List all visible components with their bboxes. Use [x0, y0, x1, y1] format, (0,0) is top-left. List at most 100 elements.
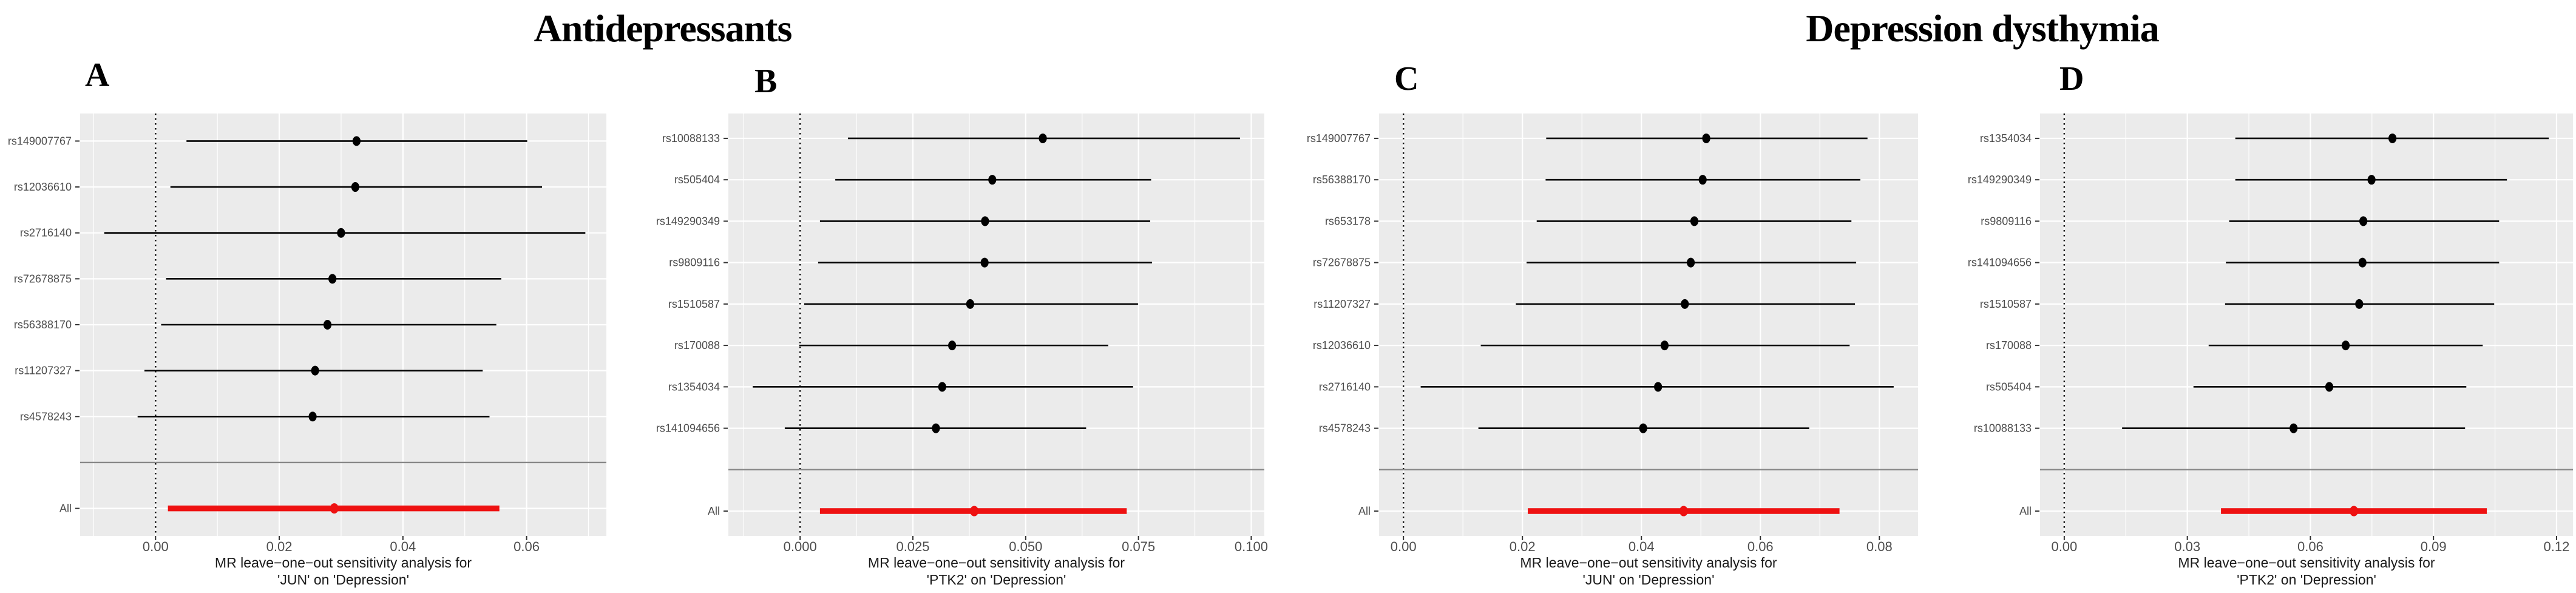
y-axis-label-rs12036610: rs12036610	[1313, 339, 1371, 351]
x-tick-label: 0.02	[1510, 539, 1536, 554]
y-axis-label-rs1354034: rs1354034	[1980, 132, 2032, 144]
y-axis-label-rs56388170: rs56388170	[1313, 174, 1371, 186]
point-estimate-rs72678875	[1686, 257, 1695, 268]
point-estimate-rs505404	[2325, 382, 2334, 392]
y-axis-label-rs10088133: rs10088133	[1974, 422, 2032, 435]
panel-letter-b: B	[754, 63, 778, 100]
point-estimate-rs4578243	[308, 412, 317, 422]
y-axis-label-rs72678875: rs72678875	[1313, 257, 1371, 269]
point-estimate-rs11207327	[1681, 299, 1689, 309]
x-axis-title-line1: MR leave−one−out sensitivity analysis fo…	[2178, 555, 2435, 571]
panel-letter-d: D	[2059, 60, 2084, 98]
point-estimate-rs149290349	[2367, 175, 2376, 185]
point-estimate-rs141094656	[2358, 257, 2367, 268]
point-estimate-rs170088	[2341, 341, 2350, 351]
panel-background	[728, 114, 1264, 536]
point-estimate-rs141094656	[932, 423, 940, 433]
x-tick-label: 0.06	[514, 539, 540, 554]
x-tick-label: 0.00	[1391, 539, 1417, 554]
y-axis-label-rs141094656: rs141094656	[1968, 257, 2032, 269]
x-tick-label: 0.04	[1629, 539, 1655, 554]
point-estimate-rs1510587	[2355, 299, 2364, 309]
forest-panel-b: rs10088133 rs505404 rs149290349 rs9809116 rs…	[656, 114, 1268, 588]
x-axis-title-line2: 'JUN' on 'Depression'	[277, 572, 409, 588]
point-estimate-rs149290349	[981, 216, 989, 226]
point-estimate-rs1354034	[2388, 133, 2397, 143]
x-axis-title-line2: 'PTK2' on 'Depression'	[2237, 572, 2376, 588]
point-estimate-all	[1679, 506, 1688, 517]
x-tick-label: 0.000	[784, 539, 817, 554]
point-estimate-rs56388170	[323, 320, 332, 330]
forest-panel-a: rs149007767 rs12036610 rs2716140 rs72678875…	[8, 114, 606, 588]
y-axis-label-rs1510587: rs1510587	[1980, 298, 2032, 310]
y-axis-label-rs2716140: rs2716140	[1319, 381, 1371, 393]
point-estimate-rs170088	[948, 341, 957, 351]
point-estimate-all	[330, 503, 339, 514]
point-estimate-rs2716140	[337, 228, 345, 238]
point-estimate-rs10088133	[2290, 423, 2298, 433]
y-axis-label-rs505404: rs505404	[1986, 381, 2032, 393]
point-estimate-rs9809116	[980, 257, 989, 268]
group-title-depression-dysthymia: Depression dysthymia	[1806, 7, 2160, 50]
x-tick-label: 0.050	[1009, 539, 1042, 554]
point-estimate-rs1354034	[938, 382, 946, 392]
x-tick-label: 0.00	[143, 539, 169, 554]
x-tick-label: 0.100	[1235, 539, 1268, 554]
y-axis-label-rs11207327: rs11207327	[1313, 298, 1371, 310]
point-estimate-rs11207327	[311, 365, 319, 376]
x-axis-title-line2: 'JUN' on 'Depression'	[1583, 572, 1715, 588]
y-axis-label-rs149007767: rs149007767	[1307, 132, 1371, 144]
y-axis-label-rs4578243: rs4578243	[20, 410, 72, 422]
x-axis-title-line1: MR leave−one−out sensitivity analysis fo…	[215, 555, 472, 571]
y-axis-label-rs149290349: rs149290349	[1968, 174, 2032, 186]
point-estimate-rs12036610	[1660, 341, 1669, 351]
y-axis-label-rs9809116: rs9809116	[669, 257, 720, 269]
x-tick-label: 0.04	[390, 539, 416, 554]
y-axis-label-rs505404: rs505404	[674, 174, 720, 186]
x-tick-label: 0.02	[266, 539, 293, 554]
y-axis-label-rs56388170: rs56388170	[14, 319, 72, 331]
y-axis-label-rs653178: rs653178	[1325, 215, 1371, 227]
point-estimate-rs1510587	[966, 299, 974, 309]
x-tick-label: 0.09	[2421, 539, 2447, 554]
y-axis-label-rs72678875: rs72678875	[14, 273, 72, 285]
x-tick-label: 0.08	[1866, 539, 1893, 554]
y-axis-label-rs10088133: rs10088133	[662, 132, 720, 144]
panel-letter-a: A	[85, 56, 110, 94]
y-axis-label-rs12036610: rs12036610	[14, 181, 72, 193]
point-estimate-all	[970, 506, 979, 517]
point-estimate-rs2716140	[1654, 382, 1663, 392]
panel-background	[2040, 114, 2573, 536]
x-tick-label: 0.06	[2297, 539, 2323, 554]
forest-panel-c: rs149007767 rs56388170 rs653178 rs72678875 r…	[1307, 114, 1918, 588]
y-axis-label-all: All	[59, 503, 72, 515]
point-estimate-rs12036610	[351, 182, 359, 192]
x-axis-title-line1: MR leave−one−out sensitivity analysis fo…	[1520, 555, 1777, 571]
x-tick-label: 0.03	[2174, 539, 2200, 554]
x-tick-label: 0.025	[896, 539, 929, 554]
point-estimate-rs10088133	[1039, 133, 1047, 143]
point-estimate-rs72678875	[328, 274, 337, 284]
y-axis-label-rs4578243: rs4578243	[1319, 422, 1371, 435]
x-axis-title-line2: 'PTK2' on 'Depression'	[927, 572, 1066, 588]
x-tick-label: 0.075	[1122, 539, 1155, 554]
y-axis-label-rs9809116: rs9809116	[1981, 215, 2032, 227]
point-estimate-rs9809116	[2359, 216, 2368, 226]
x-axis-title-line1: MR leave−one−out sensitivity analysis fo…	[868, 555, 1125, 571]
y-axis-label-rs11207327: rs11207327	[15, 365, 72, 377]
y-axis-label-rs1510587: rs1510587	[668, 298, 720, 310]
y-axis-label-rs170088: rs170088	[674, 339, 720, 351]
group-title-antidepressants: Antidepressants	[534, 7, 793, 50]
point-estimate-rs505404	[988, 175, 997, 185]
y-axis-label-rs1354034: rs1354034	[668, 381, 720, 393]
point-estimate-rs149007767	[352, 136, 361, 146]
x-tick-label: 0.12	[2544, 539, 2570, 554]
y-axis-label-rs2716140: rs2716140	[20, 227, 72, 239]
y-axis-label-all: All	[708, 505, 720, 517]
x-tick-label: 0.06	[1747, 539, 1774, 554]
y-axis-label-rs149007767: rs149007767	[8, 135, 72, 147]
point-estimate-rs4578243	[1639, 423, 1647, 433]
y-axis-label-all: All	[2019, 505, 2032, 517]
